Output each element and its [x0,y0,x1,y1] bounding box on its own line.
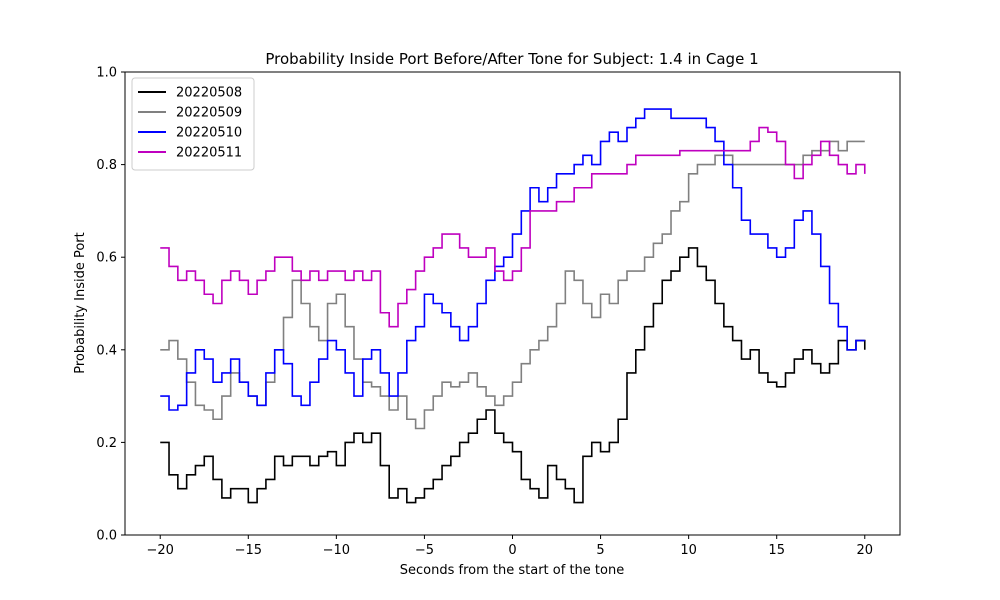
legend-box [131,77,255,171]
series-lines [160,108,866,504]
x-axis-ticks: −20 −15 −10 −5 0 5 10 15 20 [147,535,873,558]
x-tick-label: −5 [415,543,434,558]
y-tick-label: 1.0 [96,66,117,81]
x-axis-label: Seconds from the start of the tone [400,563,624,578]
series-line-20220509 [160,140,865,430]
x-tick-label: 10 [680,543,697,558]
x-tick-label: 20 [856,543,873,558]
y-tick-label: 0.6 [96,251,117,266]
x-tick-label: 15 [768,543,785,558]
y-tick-label: 0.2 [96,436,117,451]
legend-label: 20220511 [176,146,242,161]
legend-label: 20220509 [176,106,242,121]
series-line-20220511 [160,126,866,328]
legend-label: 20220510 [176,126,242,141]
x-tick-label: −10 [323,543,350,558]
x-tick-label: 0 [508,543,516,558]
y-tick-label: 0.4 [96,343,117,358]
legend: 20220508 20220509 20220510 20220511 [131,77,255,171]
y-tick-label: 0.8 [96,158,117,173]
x-tick-label: −15 [235,543,262,558]
series-line-20220508 [160,247,866,504]
chart-title: Probability Inside Port Before/After Ton… [265,50,758,68]
x-tick-label: −20 [147,543,174,558]
y-axis-label: Probability Inside Port [73,232,88,373]
x-tick-label: 5 [596,543,604,558]
y-tick-label: 0.0 [96,529,117,544]
y-axis-ticks: 0.0 0.2 0.4 0.6 0.8 1.0 [96,66,125,544]
plot-frame [124,71,901,536]
legend-label: 20220508 [176,86,242,101]
